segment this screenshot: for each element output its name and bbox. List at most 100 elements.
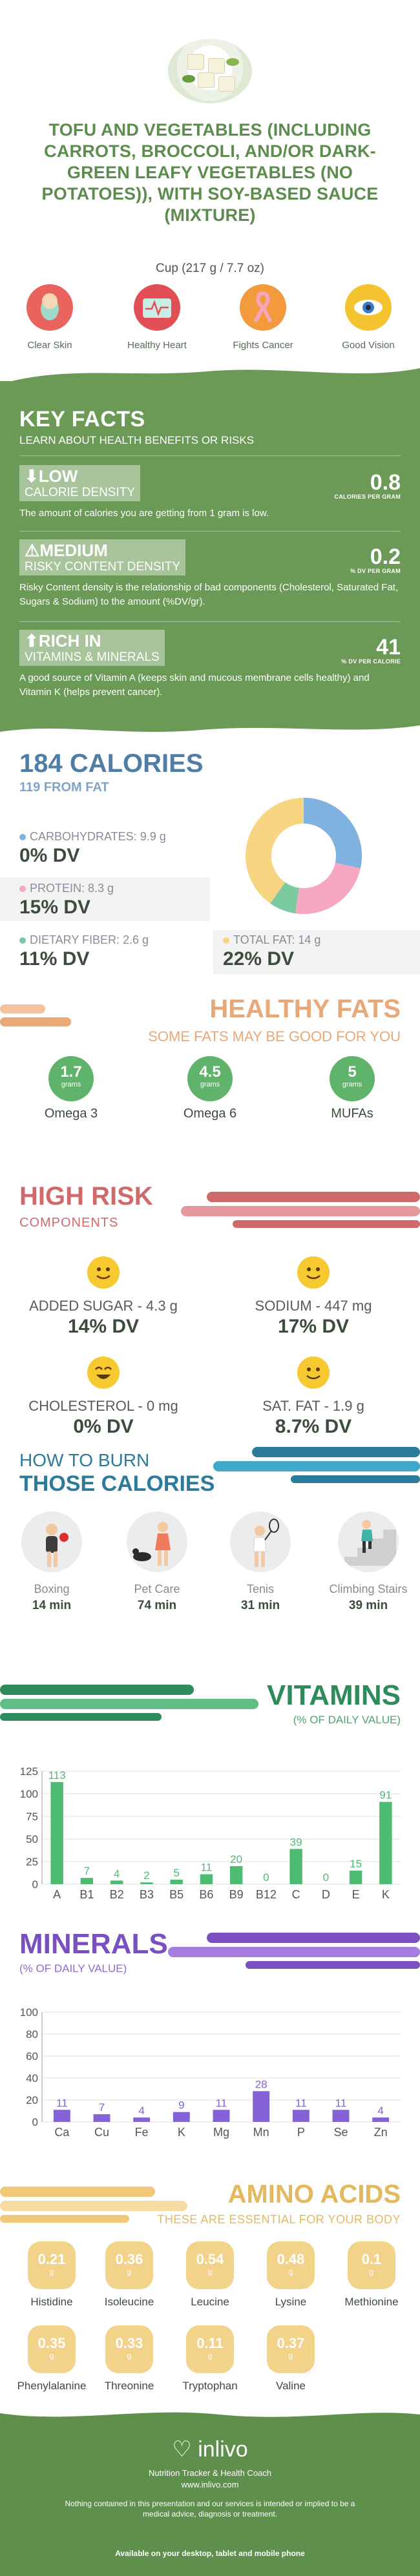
bar-ca (53, 2110, 70, 2122)
bar-value-label: 0 (323, 1871, 329, 1884)
bar-p (292, 2110, 310, 2122)
x-tick-label: B5 (169, 1888, 184, 1901)
healthy-fats-subtitle: SOME FATS MAY BE GOOD FOR YOU (148, 1028, 401, 1044)
y-tick-label: 100 (20, 2006, 38, 2019)
vitamins-title: VITAMINS (267, 1679, 401, 1711)
warning-icon: ⚠ (25, 541, 40, 560)
bar-value-label: 11 (201, 1862, 213, 1874)
boxing-icon (21, 1511, 82, 1572)
amino-title: AMINO ACIDS (227, 2180, 401, 2208)
bar-zn (372, 2117, 390, 2122)
activity-pet-care: Pet Care 74 min (109, 1511, 205, 1613)
x-tick-label: E (352, 1888, 360, 1901)
heart-icon: ♡ (172, 2437, 192, 2462)
benefit-label: Good Vision (342, 340, 395, 351)
nutrient-carbs: CARBOHYDRATES: 9.9 g 0% DV (19, 830, 166, 866)
website-link[interactable]: www.inlivo.com (181, 2480, 239, 2489)
decor-stripes (181, 1192, 420, 1228)
wave-divider (0, 368, 420, 384)
y-tick-label: 40 (26, 2072, 38, 2084)
x-tick-label: Fe (135, 2126, 149, 2139)
bar-b1 (80, 1878, 94, 1884)
amino-lysine: 0.48 g Lysine (252, 2241, 330, 2309)
bar-value-label: 9 (178, 2099, 184, 2112)
calories-from-fat: 119 FROM FAT (19, 780, 109, 795)
benefit-label: Healthy Heart (127, 340, 187, 351)
benefit-fights-cancer: Fights Cancer (227, 284, 299, 351)
minerals-subtitle: (% OF DAILY VALUE) (19, 1962, 127, 1975)
x-tick-label: Cu (94, 2126, 109, 2139)
benefit-label: Clear Skin (27, 340, 72, 351)
risk-sat-fat: SAT. FAT - 1.9 g 8.7% DV (216, 1356, 410, 1438)
bar-value-label: 91 (379, 1789, 392, 1802)
footer-tagline: Nutrition Tracker & Health Coach www.inli… (0, 2467, 420, 2491)
inlivo-logo[interactable]: ♡ inlivo (172, 2437, 248, 2462)
x-tick-label: Mn (253, 2126, 269, 2139)
y-tick-label: 50 (26, 1833, 38, 1845)
donut-slice-dietary-fiber (270, 882, 299, 914)
fat-omega-3: 1.7 grams Omega 3 (29, 1056, 113, 1121)
y-tick-label: 80 (26, 2028, 38, 2041)
bar-value-label: 2 (143, 1869, 149, 1882)
benefit-good-vision: Good Vision (333, 284, 404, 351)
high-risk-title: HIGH RISK (19, 1182, 153, 1210)
fact-calorie-density: ⬇LOW CALORIE DENSITY 0.8 CALORIES PER GRA… (19, 465, 401, 519)
x-tick-label: Mg (213, 2126, 229, 2139)
x-tick-label: Ca (54, 2126, 70, 2139)
amino-tryptophan: 0.11 g Tryptophan (171, 2325, 249, 2393)
donut-slice-carbohydrates (304, 798, 362, 869)
decor-stripes (213, 1447, 420, 1483)
x-tick-label: Se (333, 2126, 348, 2139)
bar-value-label: 0 (263, 1871, 269, 1884)
amino-phenylalanine: 0.35 g Phenylalanine (13, 2325, 90, 2393)
food-image (168, 39, 252, 103)
y-tick-label: 0 (32, 2116, 38, 2128)
bar-value-label: 7 (99, 2101, 105, 2114)
stairs-icon (338, 1511, 399, 1572)
y-tick-label: 25 (26, 1856, 38, 1868)
donut-slice-total-fat (246, 798, 304, 904)
minerals-title: MINERALS (19, 1928, 168, 1960)
bar-cu (93, 2114, 110, 2122)
page-title: TOFU AND VEGETABLES (INCLUDING CARROTS, … (41, 120, 379, 225)
fat-omega-6: 4.5 grams Omega 6 (168, 1056, 252, 1121)
fact-vitamins-minerals: ⬆RICH IN VITAMINS & MINERALS 41% DV PER … (19, 630, 401, 698)
x-tick-label: B1 (79, 1888, 94, 1901)
arrow-down-icon: ⬇ (25, 466, 39, 486)
x-tick-label: B12 (256, 1888, 277, 1901)
decor-stripes (168, 1933, 420, 1969)
x-tick-label: K (178, 2126, 185, 2139)
amino-threonine: 0.33 g Threonine (90, 2325, 168, 2393)
heartbeat-icon (134, 284, 180, 331)
activity-tennis: Tenis 31 min (212, 1511, 309, 1613)
dog-walking-icon (127, 1511, 187, 1572)
minerals-bar-chart: 0 20 40 60 80 100 11 Ca 7 Cu 4 Fe 9 K 11 Mg 28 Mn 11 P 11 Se 4… (20, 2006, 401, 2139)
y-tick-label: 125 (20, 1765, 38, 1778)
bar-value-label: 4 (114, 1867, 120, 1880)
bar-value-label: 28 (255, 2078, 268, 2090)
burn-title-line1: HOW TO BURN (19, 1450, 150, 1470)
donut-slice-protein (295, 862, 361, 914)
decor-stripes (0, 2186, 187, 2223)
x-tick-label: Zn (374, 2126, 388, 2139)
high-risk-subtitle: COMPONENTS (19, 1216, 119, 1230)
amino-leucine: 0.54 g Leucine (171, 2241, 249, 2309)
bar-value-label: 11 (335, 2097, 347, 2109)
y-tick-label: 20 (26, 2094, 38, 2106)
bar-mg (213, 2110, 230, 2122)
key-facts-subtitle: LEARN ABOUT HEALTH BENEFITS OR RISKS (19, 434, 255, 446)
amino-methionine: 0.1 g Methionine (333, 2241, 410, 2309)
amino-isoleucine: 0.36 g Isoleucine (90, 2241, 168, 2309)
bar-value-label: 20 (230, 1853, 242, 1865)
amino-valine: 0.37 g Valine (252, 2325, 330, 2393)
nutrient-fiber: DIETARY FIBER: 2.6 g 11% DV (19, 933, 149, 970)
y-tick-label: 0 (32, 1878, 38, 1891)
macros-donut-chart (246, 798, 362, 914)
bar-e (349, 1871, 362, 1884)
bar-value-label: 11 (295, 2097, 307, 2109)
key-facts-title: KEY FACTS (19, 407, 145, 431)
bar-value-label: 4 (138, 2104, 144, 2117)
grin-icon (87, 1356, 120, 1389)
x-tick-label: K (382, 1888, 390, 1901)
bar-k (173, 2112, 190, 2122)
